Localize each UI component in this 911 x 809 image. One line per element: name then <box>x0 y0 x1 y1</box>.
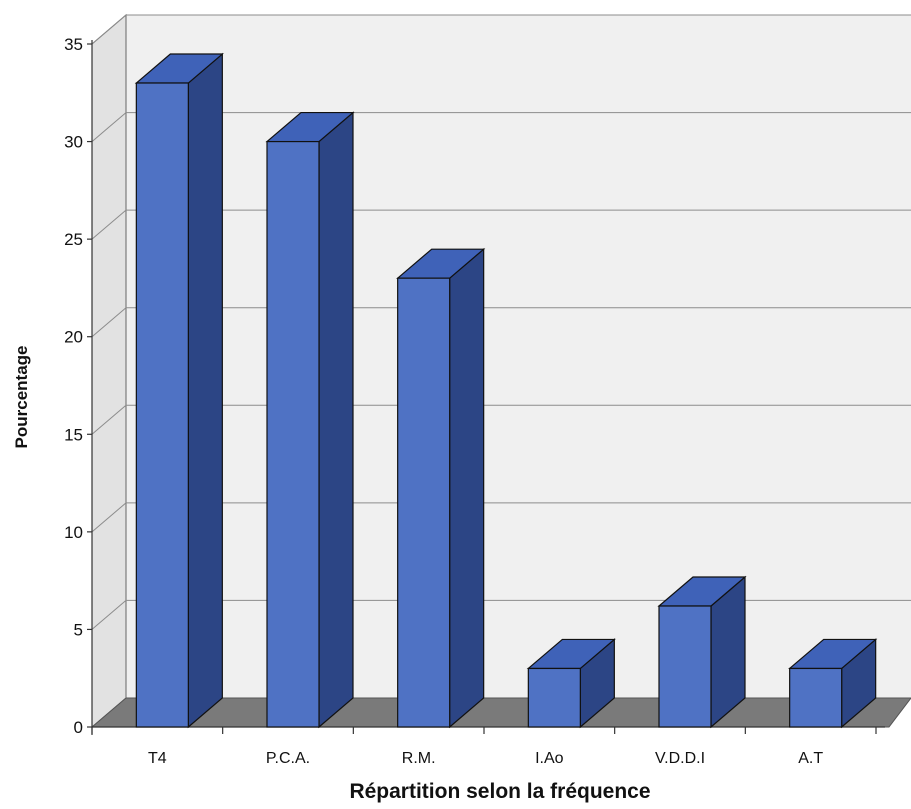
bar-front <box>527 667 581 728</box>
bar <box>526 638 616 729</box>
bar-front <box>658 605 712 728</box>
gridline-side <box>91 600 127 630</box>
y-tick-label: 30 <box>64 133 83 152</box>
bar <box>265 111 355 729</box>
gridline-side <box>91 502 127 533</box>
side-wall <box>91 13 127 729</box>
y-tick-label: 35 <box>64 35 83 54</box>
x-axis-title: Répartition selon la fréquence <box>349 780 650 803</box>
bar <box>134 52 224 729</box>
y-tick-labels: 0 5 10 15 20 25 30 35 <box>64 35 83 737</box>
gridlines <box>91 14 911 630</box>
axes <box>87 40 885 735</box>
gridline-side <box>91 209 127 240</box>
bar-side <box>318 111 354 729</box>
x-tick-label: A.T <box>798 750 823 767</box>
x-tick-label: V.D.D.I <box>655 750 705 767</box>
gridline-side <box>91 404 127 435</box>
x-tick-labels: T4 P.C.A. R.M. I.Ao V.D.D.I A.T <box>148 750 823 767</box>
y-axis-title: Pourcentage <box>12 346 31 449</box>
y-tick-label: 15 <box>64 425 83 444</box>
bar-front <box>397 277 451 728</box>
bar <box>396 247 486 729</box>
y-tick-label: 20 <box>64 328 83 347</box>
y-tick-label: 10 <box>64 523 83 542</box>
bar-front <box>266 140 320 728</box>
y-tick-label: 25 <box>64 230 83 249</box>
x-tick-label: T4 <box>148 750 167 767</box>
x-tick-label: R.M. <box>402 750 436 767</box>
x-tick-label: P.C.A. <box>266 750 310 767</box>
bar-front <box>789 667 843 728</box>
bar-front <box>135 82 189 728</box>
gridline-side <box>91 307 127 338</box>
bar <box>657 575 747 729</box>
gridline-side <box>91 14 127 45</box>
bars <box>134 52 878 729</box>
y-tick-label: 5 <box>74 620 83 639</box>
back-wall <box>126 15 911 698</box>
bar-side <box>449 247 485 729</box>
x-tick-label: I.Ao <box>535 750 564 767</box>
gridline-side <box>91 112 127 142</box>
bar-side <box>187 52 223 729</box>
y-tick-label: 0 <box>74 718 83 737</box>
bar <box>788 638 878 729</box>
